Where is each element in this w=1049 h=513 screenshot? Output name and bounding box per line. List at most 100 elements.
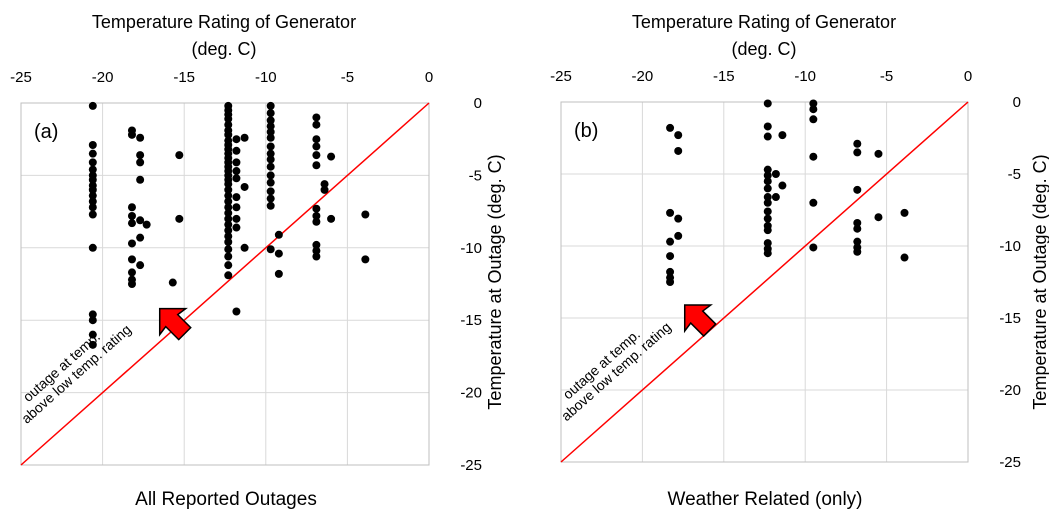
data-point (312, 204, 321, 213)
data-point (763, 99, 772, 108)
data-point (763, 193, 772, 202)
top-axis-unit: (deg. C) (191, 39, 256, 59)
data-point (763, 226, 772, 235)
data-point (88, 316, 97, 325)
data-point (853, 247, 862, 256)
x-tick-label: -15 (173, 69, 195, 86)
panel-label: (b) (574, 120, 598, 142)
data-point (853, 139, 862, 148)
data-point (312, 161, 321, 170)
data-point (127, 219, 136, 228)
data-point (232, 307, 241, 316)
y-tick-label: -15 (460, 312, 482, 329)
data-point (853, 218, 862, 227)
data-point (778, 131, 787, 140)
x-tick-label: -25 (10, 69, 32, 86)
data-point (224, 120, 233, 129)
data-point (266, 201, 275, 210)
data-point (809, 152, 818, 161)
data-point (266, 162, 275, 171)
data-point (266, 109, 275, 118)
panel-a: Temperature Rating of Generator (deg. C)… (10, 12, 505, 510)
data-point (88, 140, 97, 149)
data-point (136, 233, 145, 242)
data-point (666, 278, 675, 286)
data-point (266, 142, 275, 151)
panel-caption: All Reported Outages (135, 489, 317, 510)
data-point (266, 149, 275, 158)
data-point (224, 245, 233, 254)
data-point (127, 211, 136, 220)
top-axis-title: Temperature Rating of Generator (632, 12, 896, 32)
y-tick-label: -20 (460, 385, 482, 402)
data-point (274, 249, 283, 258)
data-point (224, 238, 233, 247)
data-point (809, 243, 818, 252)
data-point (666, 208, 675, 217)
data-point (361, 255, 370, 264)
data-point (136, 151, 145, 160)
data-point (274, 269, 283, 278)
x-tick-label: -5 (880, 68, 893, 85)
data-point (88, 340, 97, 349)
data-point (778, 181, 787, 190)
data-point (88, 310, 97, 319)
data-point (312, 142, 321, 151)
data-point (224, 197, 233, 206)
data-point (232, 135, 241, 144)
data-point (763, 122, 772, 131)
data-point (312, 217, 321, 226)
y-tick-label: -10 (460, 240, 482, 257)
data-point (232, 146, 241, 155)
data-point (809, 105, 818, 114)
data-point (168, 278, 177, 287)
arrow-icon (158, 307, 192, 341)
x-tick-label: 0 (964, 68, 972, 85)
arrow-icon (683, 304, 717, 338)
data-point (224, 191, 233, 200)
data-point (274, 230, 283, 239)
data-point (240, 133, 249, 142)
data-point (312, 135, 321, 144)
data-point (763, 249, 772, 258)
data-point (763, 165, 772, 174)
y-tick-label: -25 (460, 457, 482, 474)
data-point (232, 174, 241, 183)
data-point (312, 240, 321, 249)
data-point (312, 211, 321, 220)
data-point (666, 267, 675, 276)
annotation-line-2: above low temp. rating (18, 321, 134, 426)
reference-diagonal-line (20, 102, 430, 466)
reference-diagonal-line (560, 101, 969, 463)
data-point (674, 214, 683, 223)
data-point (266, 171, 275, 180)
data-point (266, 133, 275, 142)
data-point (266, 127, 275, 136)
right-axis-title: Temperature at Outage (deg. C) (485, 154, 505, 409)
top-axis-title: Temperature Rating of Generator (92, 12, 356, 32)
data-point (266, 122, 275, 131)
data-point (232, 214, 241, 223)
data-point (224, 114, 233, 123)
data-point (666, 237, 675, 246)
data-point (136, 261, 145, 270)
data-point (674, 146, 683, 155)
data-point (874, 213, 883, 222)
x-tick-label: -15 (713, 68, 735, 85)
data-point (853, 185, 862, 194)
data-point (127, 255, 136, 264)
data-point (127, 130, 136, 139)
data-point (232, 203, 241, 212)
data-point (674, 131, 683, 140)
data-point (224, 261, 233, 270)
data-point (763, 207, 772, 216)
data-point (312, 252, 321, 261)
data-point (763, 177, 772, 186)
data-point (88, 158, 97, 167)
data-point (266, 155, 275, 164)
data-point (312, 113, 321, 122)
data-point (127, 268, 136, 277)
y-tick-label: -5 (1008, 166, 1021, 183)
data-point (312, 120, 321, 129)
data-point (900, 253, 909, 262)
